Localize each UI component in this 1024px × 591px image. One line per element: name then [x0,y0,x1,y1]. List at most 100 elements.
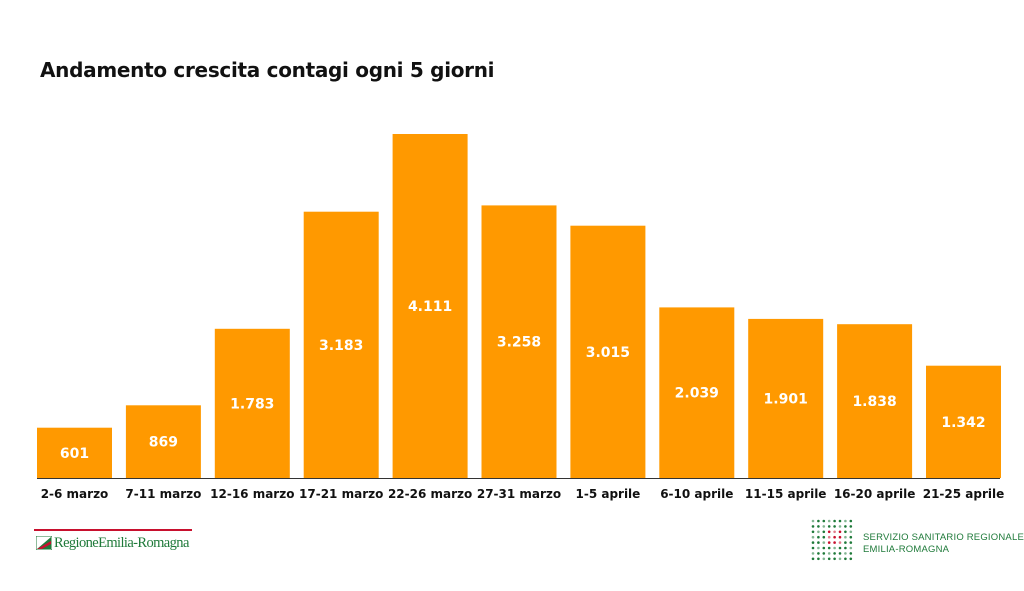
logo-dot [822,530,826,534]
logo-dot [822,541,826,544]
logo-dot [833,546,836,550]
x-tick-label-4: 22-26 marzo [388,487,472,501]
logo-dot [844,530,847,534]
logo-dot [827,530,831,534]
bar-value-label-10: 1.342 [941,415,985,431]
logo-dot [833,552,836,555]
logo-dot [844,535,847,539]
logo-dot [822,557,826,561]
logo-dot [817,552,820,555]
logo-dot [833,519,836,523]
logo-dot [822,525,826,528]
logo-red-rule [34,529,192,531]
logo-dot [844,541,847,544]
logo-dot [811,525,815,528]
dots-grid-icon [811,519,853,561]
servizio-sanitario-logo: SERVIZIO SANITARIO REGIONALE EMILIA-ROMA… [810,518,1024,568]
logo-dot [817,530,820,534]
logo-dot [822,535,826,539]
logo-dot [827,541,831,544]
logo-dot [811,530,815,534]
logo-dot [822,552,826,555]
regione-flag-icon [36,536,52,550]
logo-dot [811,535,815,539]
x-tick-label-2: 12-16 marzo [210,487,294,501]
logo-dot [849,557,853,561]
logo-dot [833,525,836,528]
logo-dot [838,557,842,561]
logo-dot [811,552,815,555]
bar-7 [659,307,735,478]
logo-dot [833,535,836,539]
x-tick-label-8: 11-15 aprile [745,487,827,501]
logo-dot [849,530,853,534]
logo-dot [849,552,853,555]
logo-dot [838,530,842,534]
logo-dot [849,535,853,539]
logo-dot [833,557,836,561]
logo-dot [844,546,847,550]
logo-dot [827,552,831,555]
x-tick-label-1: 7-11 marzo [125,487,201,501]
logo-dot [827,535,831,539]
bar-value-label-5: 3.258 [497,335,541,351]
logo-dot [817,557,820,561]
x-tick-labels: 2-6 marzo 7-11 marzo 12-16 marzo 17-21 marz… [41,487,1005,501]
bar-3 [303,211,379,478]
logo-dot [849,519,853,523]
logo-dot [811,541,815,544]
logo-dot [817,525,820,528]
logo-dot [817,546,820,550]
x-tick-label-7: 6-10 aprile [660,487,733,501]
logo-dot [838,552,842,555]
logo-dot [822,519,826,523]
logo-dot [827,546,831,550]
bar-value-label-8: 1.901 [764,392,808,408]
bar-value-label-1: 869 [149,435,178,451]
logo-dot [811,519,815,523]
logo-dot [833,530,836,534]
bar-8 [748,318,824,478]
x-tick-label-0: 2-6 marzo [41,487,109,501]
logo-dot [827,519,831,523]
bar-value-label-9: 1.838 [852,394,896,410]
logo-dot [833,541,836,544]
bar-2 [214,328,290,478]
logo-dot [822,546,826,550]
bar-value-label-6: 3.015 [586,345,630,361]
ssr-logo-line1: SERVIZIO SANITARIO REGIONALE [863,532,1024,543]
bar-value-label-4: 4.111 [408,299,452,315]
bar-9 [837,324,913,478]
x-tick-label-5: 27-31 marzo [477,487,561,501]
chart-title: Andamento crescita contagi ogni 5 giorni [40,58,495,82]
logo-dot [838,525,842,528]
regione-logo-text: RegioneEmilia-Romagna [54,535,189,551]
logo-dot [838,541,842,544]
logo-dot [817,519,820,523]
logo-dot [844,525,847,528]
ssr-logo-line2: EMILIA-ROMAGNA [863,544,950,555]
logo-dot [817,535,820,539]
logo-dot [844,519,847,523]
logo-dot [817,541,820,544]
x-tick-label-9: 16-20 aprile [834,487,916,501]
logo-dot [838,519,842,523]
logo-dot [849,525,853,528]
x-tick-label-3: 17-21 marzo [299,487,383,501]
bar-value-label-2: 1.783 [230,396,274,412]
bar-5 [481,205,557,478]
logo-dot [827,525,831,528]
logo-dot [844,552,847,555]
bar-10 [926,365,1001,478]
logo-dot [811,557,815,561]
regione-emilia-romagna-logo: RegioneEmilia-Romagna [34,529,194,555]
x-tick-label-6: 1-5 aprile [575,487,640,501]
bars-group: 601 869 1.783 3.183 4.111 3.258 3.015 2.039 1.90… [37,134,1001,478]
logo-dot [844,557,847,561]
logo-dot [811,546,815,550]
logo-dot [849,546,853,550]
logo-dot [838,535,842,539]
bar-chart: 601 869 1.783 3.183 4.111 3.258 3.015 2.039 1.90… [37,134,1005,501]
bar-value-label-7: 2.039 [675,386,719,402]
bar-4 [392,134,468,478]
